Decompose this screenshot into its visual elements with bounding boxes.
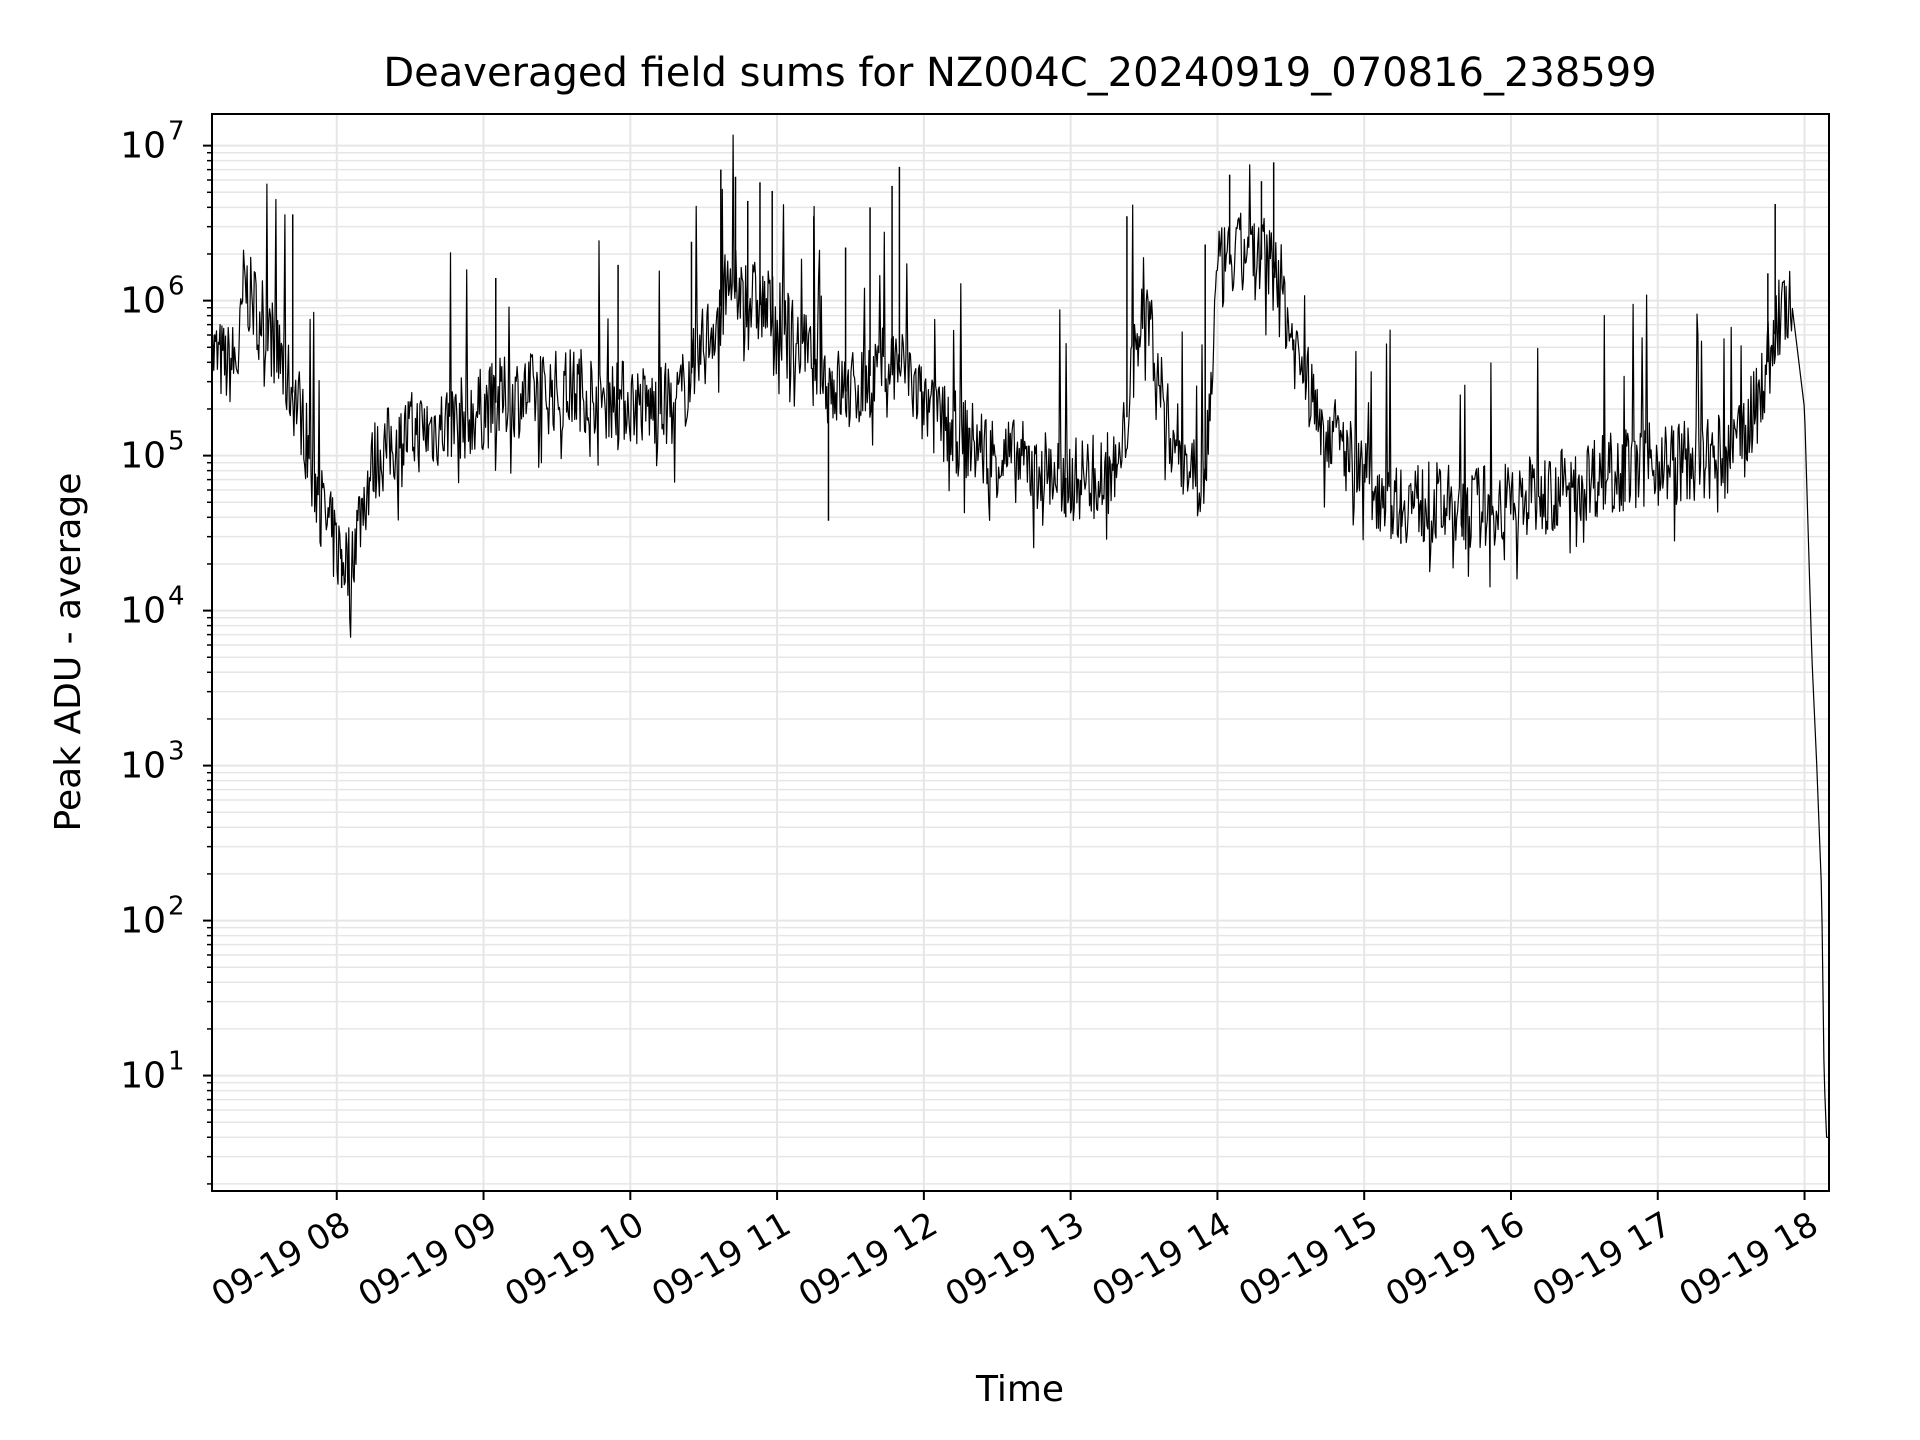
plot-frame xyxy=(211,113,1830,1192)
y-axis-label: Peak ADU - average xyxy=(48,473,89,832)
y-tick-label: 10 xyxy=(120,1056,166,1097)
x-axis-label: Time xyxy=(975,1369,1064,1410)
y-tick-label: 10 xyxy=(120,901,166,942)
y-tick-exponent: 6 xyxy=(168,272,185,302)
series-line xyxy=(211,134,1829,1138)
major-grid xyxy=(212,114,1829,1191)
series-layer xyxy=(211,134,1829,1138)
y-tick-exponent: 7 xyxy=(168,117,185,147)
y-tick-label: 10 xyxy=(120,436,166,477)
chart-title: Deaveraged field sums for NZ004C_2024091… xyxy=(383,50,1656,96)
y-tick-label: 10 xyxy=(120,591,166,632)
plot-area xyxy=(212,114,1829,1191)
y-tick-label: 10 xyxy=(120,746,166,787)
y-tick-exponent: 1 xyxy=(168,1047,185,1077)
y-tick-exponent: 3 xyxy=(168,737,185,767)
y-tick-label: 10 xyxy=(120,281,166,322)
y-tick-exponent: 5 xyxy=(168,427,185,457)
y-tick-exponent: 2 xyxy=(168,892,185,922)
minor-grid xyxy=(212,151,1829,1185)
y-tick-label: 10 xyxy=(120,126,166,167)
y-tick-exponent: 4 xyxy=(168,582,185,612)
